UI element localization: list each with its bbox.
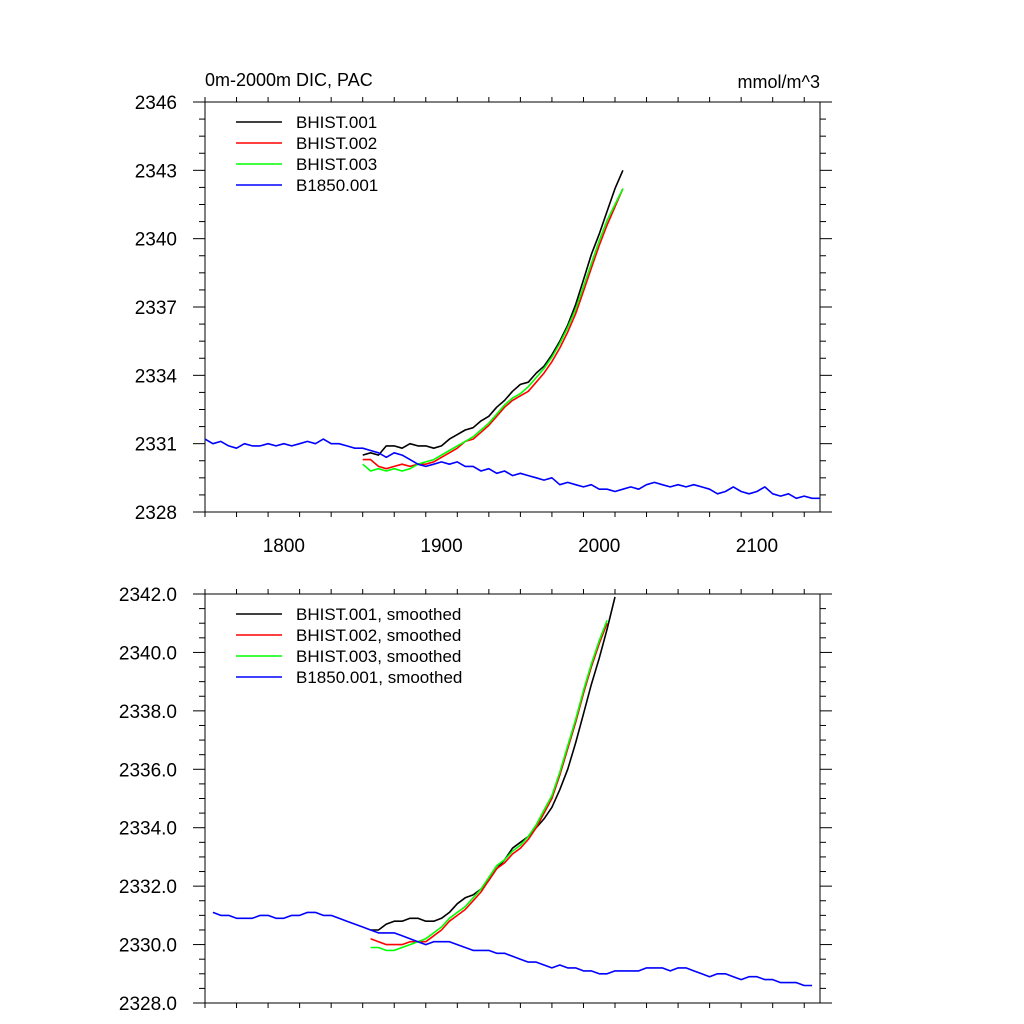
legend-label: BHIST.003, smoothed bbox=[296, 647, 461, 666]
y-tick-label: 2328 bbox=[135, 503, 177, 524]
legend-label: BHIST.001 bbox=[296, 113, 377, 132]
y-tick-label: 2340 bbox=[135, 230, 177, 251]
x-tick-label: 2000 bbox=[578, 536, 620, 557]
legend-label: BHIST.001, smoothed bbox=[296, 605, 461, 624]
y-tick-label: 2331 bbox=[135, 435, 177, 456]
y-tick-label: 2337 bbox=[135, 298, 177, 319]
series-line-b1850-001-smoothed bbox=[212, 911, 813, 987]
y-tick-label: 2343 bbox=[135, 161, 177, 182]
y-tick-label: 2338.0 bbox=[119, 702, 177, 723]
y-tick-label: 2334 bbox=[135, 366, 178, 387]
series-line-bhist-002-smoothed bbox=[370, 622, 608, 946]
series-lines bbox=[205, 169, 820, 500]
series-line-bhist-002 bbox=[362, 188, 624, 470]
legend-label: B1850.001, smoothed bbox=[296, 668, 462, 687]
legend: BHIST.001, smoothed BHIST.002, smoothed BH… bbox=[236, 605, 462, 687]
chart-panel-1: 1800 1900 2000 2100 2328 2331 2334 2337 2340 2343… bbox=[135, 70, 832, 557]
series-line-bhist-001 bbox=[362, 169, 624, 456]
x-tick-label: 2100 bbox=[736, 536, 778, 557]
series-line-bhist-003 bbox=[362, 188, 624, 472]
y-tick-label: 2328.0 bbox=[119, 994, 177, 1015]
legend-label: BHIST.002, smoothed bbox=[296, 626, 461, 645]
y-tick-label: 2332.0 bbox=[119, 877, 177, 898]
chart-panel-2: 2328.0 2330.0 2332.0 2334.0 2336.0 2338.0 2340… bbox=[119, 585, 832, 1015]
y-tick-label: 2346 bbox=[135, 93, 177, 114]
units-label: mmol/m^3 bbox=[738, 72, 820, 92]
series-line-bhist-003-smoothed bbox=[370, 620, 608, 952]
legend-label: BHIST.003 bbox=[296, 155, 377, 174]
series-lines bbox=[212, 596, 813, 987]
legend: BHIST.001 BHIST.002 BHIST.003 B1850.001 bbox=[236, 113, 378, 195]
x-tick-label: 1900 bbox=[420, 536, 462, 557]
series-line-b1850-001 bbox=[205, 438, 820, 500]
legend-label: B1850.001 bbox=[296, 176, 378, 195]
chart-title: 0m-2000m DIC, PAC bbox=[205, 70, 373, 90]
y-tick-label: 2336.0 bbox=[119, 760, 177, 781]
y-tick-label: 2330.0 bbox=[119, 936, 177, 957]
legend-label: BHIST.002 bbox=[296, 134, 377, 153]
y-tick-label: 2334.0 bbox=[119, 819, 177, 840]
y-tick-label: 2342.0 bbox=[119, 585, 177, 606]
x-tick-label: 1800 bbox=[263, 536, 305, 557]
y-tick-label: 2340.0 bbox=[119, 643, 177, 664]
